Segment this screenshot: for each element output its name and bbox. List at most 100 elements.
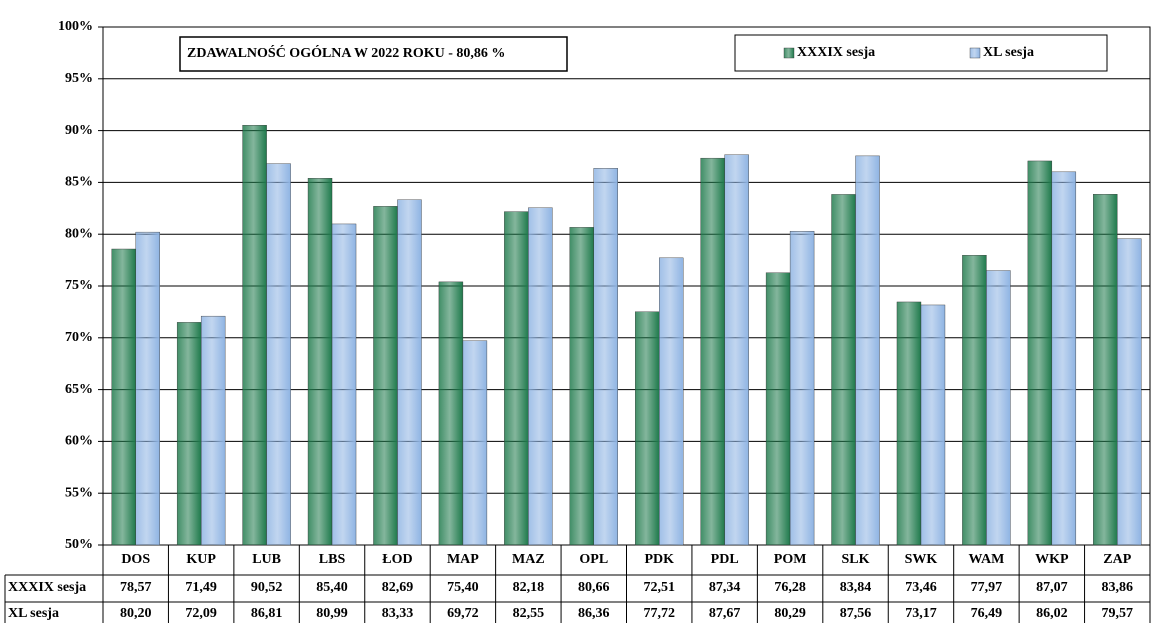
- bar: [569, 227, 594, 546]
- x-tick-label: ZAP: [1103, 552, 1131, 567]
- bar: [462, 340, 488, 546]
- bar: [1027, 160, 1053, 546]
- legend-label: XL sesja: [983, 45, 1034, 60]
- x-tick-label: OPL: [579, 552, 608, 567]
- bar: [242, 125, 267, 546]
- y-tick-label: 85%: [65, 175, 93, 190]
- x-tick-label: KUP: [186, 552, 216, 567]
- table-value: 73,17: [905, 606, 937, 621]
- y-tick-label: 50%: [65, 537, 93, 552]
- table-value: 69,72: [447, 606, 479, 621]
- table-value: 72,09: [185, 606, 217, 621]
- table-value: 79,57: [1102, 606, 1134, 621]
- x-tick-label: POM: [774, 552, 807, 567]
- bar: [855, 155, 880, 546]
- table-value: 87,34: [709, 580, 741, 595]
- bar: [135, 231, 160, 546]
- table-value: 86,02: [1036, 606, 1068, 621]
- x-tick-label: ŁOD: [382, 552, 412, 567]
- table-value: 73,46: [905, 580, 937, 595]
- y-tick-label: 60%: [65, 434, 93, 449]
- y-tick-label: 55%: [65, 485, 93, 500]
- bar: [1117, 238, 1142, 546]
- legend-box: [734, 34, 1108, 72]
- table-value: 86,81: [251, 606, 283, 621]
- y-tick-label: 100%: [58, 19, 93, 34]
- x-tick-label: WKP: [1035, 552, 1069, 567]
- y-tick-label: 70%: [65, 330, 93, 345]
- title-box: [179, 36, 568, 72]
- table-value: 87,67: [709, 606, 741, 621]
- table-value: 76,28: [774, 580, 806, 595]
- legend-swatch: [783, 47, 795, 59]
- y-tick-label: 80%: [65, 226, 93, 241]
- table-row-label: XL sesja: [8, 606, 59, 621]
- bar: [307, 178, 333, 546]
- table-value: 80,66: [578, 580, 610, 595]
- bar: [920, 304, 946, 546]
- y-tick-label: 90%: [65, 123, 93, 138]
- bar: [111, 248, 136, 546]
- bar: [659, 257, 684, 546]
- legend-label: XXXIX sesja: [797, 45, 875, 60]
- table-value: 82,18: [513, 580, 545, 595]
- bar: [504, 211, 529, 546]
- table-value: 72,51: [643, 580, 675, 595]
- legend-swatch: [969, 47, 981, 59]
- table-value: 90,52: [251, 580, 283, 595]
- chart-title: ZDAWALNOŚĆ OGÓLNA W 2022 ROKU - 80,86 %: [187, 44, 505, 61]
- table-value: 71,49: [185, 580, 217, 595]
- bar: [962, 255, 987, 546]
- table-value: 83,33: [382, 606, 414, 621]
- table-value: 83,86: [1102, 580, 1134, 595]
- bar: [1093, 194, 1118, 546]
- table-value: 80,20: [120, 606, 152, 621]
- table-value: 86,36: [578, 606, 610, 621]
- table-value: 87,56: [840, 606, 872, 621]
- bar: [1051, 171, 1077, 546]
- y-tick-label: 65%: [65, 382, 93, 397]
- x-tick-label: WAM: [969, 552, 1005, 567]
- bar: [986, 270, 1011, 546]
- x-tick-label: PDK: [644, 552, 674, 567]
- x-tick-label: PDL: [711, 552, 739, 567]
- table-row-label: XXXIX sesja: [8, 580, 86, 595]
- x-tick-label: LUB: [252, 552, 281, 567]
- table-value: 77,72: [643, 606, 675, 621]
- table-value: 78,57: [120, 580, 152, 595]
- bar: [176, 322, 202, 546]
- x-tick-label: SLK: [842, 552, 870, 567]
- table-value: 75,40: [447, 580, 479, 595]
- table-value: 77,97: [971, 580, 1003, 595]
- bar: [438, 281, 464, 546]
- table-value: 87,07: [1036, 580, 1068, 595]
- table-value: 80,29: [774, 606, 806, 621]
- x-tick-label: MAP: [447, 552, 479, 567]
- x-tick-label: MAZ: [512, 552, 545, 567]
- table-value: 85,40: [316, 580, 348, 595]
- bar: [724, 154, 749, 546]
- bar: [896, 301, 922, 546]
- bar: [593, 168, 618, 546]
- bar: [373, 206, 398, 546]
- bar: [700, 157, 725, 546]
- table-value: 82,69: [382, 580, 414, 595]
- bar: [397, 199, 422, 546]
- table-value: 82,55: [513, 606, 545, 621]
- table-value: 76,49: [971, 606, 1003, 621]
- bar: [635, 311, 660, 546]
- table-value: 83,84: [840, 580, 872, 595]
- y-tick-label: 75%: [65, 278, 93, 293]
- bar: [789, 230, 815, 546]
- y-tick-label: 95%: [65, 71, 93, 86]
- bar: [831, 194, 856, 546]
- x-tick-label: DOS: [121, 552, 150, 567]
- bar: [331, 223, 357, 546]
- bar: [765, 272, 791, 546]
- table-value: 80,99: [316, 606, 348, 621]
- bar: [266, 163, 291, 546]
- x-tick-label: SWK: [905, 552, 938, 567]
- x-tick-label: LBS: [319, 552, 346, 567]
- bar: [528, 207, 553, 546]
